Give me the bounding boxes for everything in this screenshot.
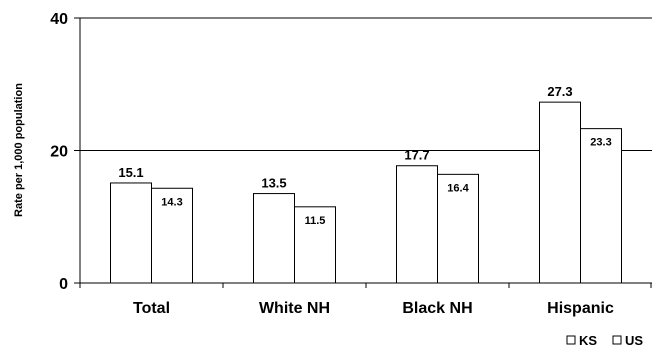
y-tick-label: 0 — [59, 276, 68, 293]
x-tick-label: White NH — [259, 300, 330, 317]
bar-ks-hispanic — [539, 101, 581, 284]
data-label-ks: 13.5 — [261, 176, 286, 191]
legend: KS US — [566, 333, 643, 348]
legend-swatch-us — [612, 335, 622, 345]
bar-ks-total — [110, 182, 152, 284]
data-label-us: 11.5 — [305, 215, 326, 227]
x-tick-label: Hispanic — [547, 300, 614, 317]
bar-us-total — [151, 187, 193, 284]
bar-us-black-nh — [437, 173, 479, 284]
bar-us-white-nh — [294, 206, 336, 284]
bar-us-hispanic — [580, 128, 622, 284]
axes: 0 20 40 — [50, 11, 652, 293]
x-tick-label: Total — [133, 300, 170, 317]
data-label-us: 16.4 — [447, 182, 469, 194]
data-label-us: 14.3 — [161, 196, 182, 208]
bar-ks-white-nh — [253, 193, 295, 284]
legend-label-ks: KS — [579, 333, 597, 348]
data-label-ks: 15.1 — [118, 165, 143, 180]
legend-label-us: US — [625, 333, 643, 348]
data-label-ks: 27.3 — [547, 84, 572, 99]
bar-ks-black-nh — [396, 165, 438, 284]
legend-swatch-ks — [566, 335, 576, 345]
y-axis-label: Rate per 1,000 population — [13, 83, 25, 217]
x-tick-label: Black NH — [402, 300, 472, 317]
data-label-us: 23.3 — [590, 137, 611, 149]
labels: 15.1 14.3 Total 13.5 11.5 White NH 17.7 16.4 Bla… — [118, 84, 614, 317]
y-tick-label: 40 — [50, 11, 68, 28]
y-tick-label: 20 — [50, 144, 68, 161]
bars — [110, 101, 622, 284]
data-label-ks: 17.7 — [404, 148, 429, 163]
